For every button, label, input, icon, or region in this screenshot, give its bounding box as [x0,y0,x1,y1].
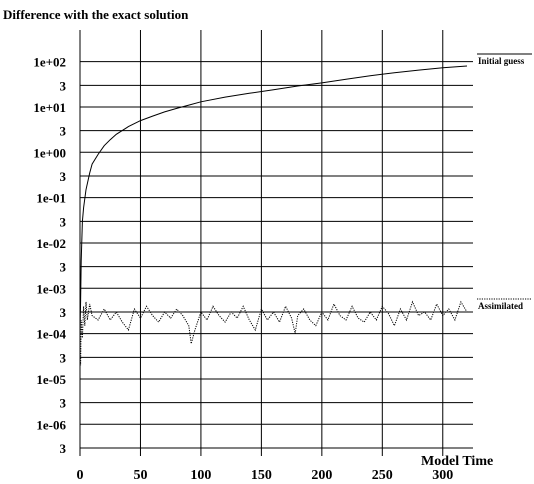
x-tick-label: 150 [251,468,272,483]
y-tick-label: 3 [60,214,67,229]
x-axis-label: Model Time [421,454,493,469]
series-line-assimilated [79,300,468,366]
y-tick-label: 1e+01 [33,100,66,115]
y-tick-label: 1e-01 [36,191,66,206]
y-tick-label: 3 [60,169,67,184]
y-tick-label: 1e-04 [36,327,66,342]
x-axis-tick-labels: 0 50 100 150 200 250 300 [77,468,454,483]
y-tick-label: 1e+02 [33,55,66,70]
chart-title: Difference with the exact solution [3,7,189,22]
series-line-initial-guess [79,65,468,334]
y-tick-label: 3 [60,305,67,320]
y-tick-label: 1e-03 [36,281,66,296]
y-tick-label: 1e-05 [36,372,66,387]
x-tick-label: 0 [77,468,84,483]
x-tick-label: 50 [133,468,147,483]
y-tick-label: 3 [60,124,67,139]
y-tick-label: 1e+00 [33,145,66,160]
series [79,65,468,366]
x-tick-label: 300 [432,468,453,483]
y-tick-label: 1e-06 [36,417,66,432]
y-tick-label: 1e-02 [36,236,66,251]
legend: Initial guess Assimilated [477,53,532,311]
legend-label: Assimilated [478,301,523,311]
y-tick-label: 3 [60,260,67,275]
y-tick-label: 3 [60,78,67,93]
y-axis-tick-labels: 1e+02 3 1e+01 3 1e+00 3 1e-01 3 1e-02 3 1e-03 3 1e-0… [33,55,66,456]
x-tick-label: 250 [372,468,393,483]
grid [79,30,473,456]
y-tick-label: 3 [60,396,67,411]
x-tick-label: 200 [311,468,332,483]
y-tick-label: 3 [60,441,67,456]
x-tick-label: 100 [190,468,211,483]
legend-label: Initial guess [478,56,525,66]
y-tick-label: 3 [60,350,67,365]
